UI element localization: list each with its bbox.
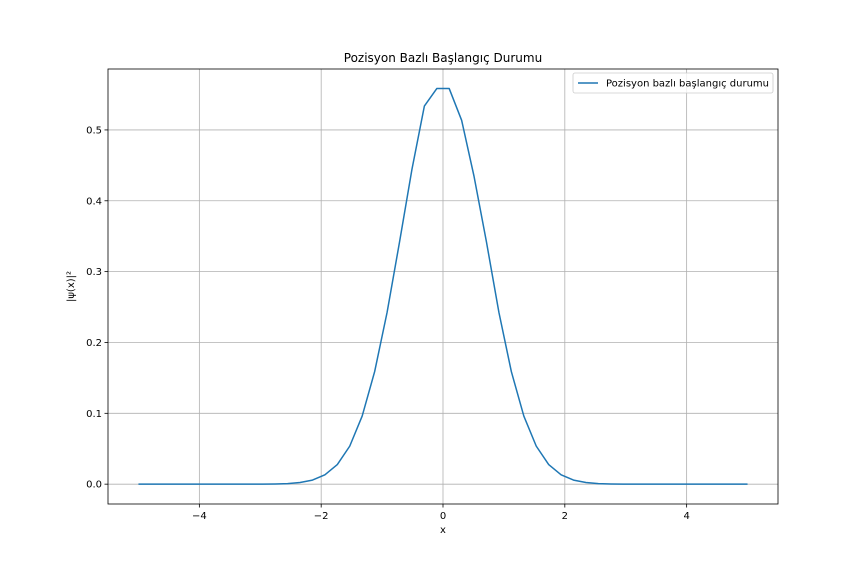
chart-title: Pozisyon Bazlı Başlangıç Durumu	[344, 51, 542, 65]
y-tick-label: 0.2	[86, 338, 102, 349]
x-tick-label: 4	[683, 511, 689, 522]
y-tick-label: 0.1	[86, 409, 102, 420]
x-tick-label: 2	[562, 511, 568, 522]
y-tick-label: 0.0	[86, 480, 102, 491]
y-tick-label: 0.4	[86, 196, 102, 207]
legend-box	[572, 72, 774, 94]
x-tick-label: −2	[314, 511, 329, 522]
ticks: −4 −2 0 2 4 0.0 0.1 0.2 0.3 0.4 0.5	[86, 125, 690, 522]
series-layer	[138, 87, 748, 485]
x-tick-label: −4	[192, 511, 207, 522]
series-line	[138, 87, 748, 485]
legend-label: Pozisyon bazlı başlangıç durumu	[606, 79, 769, 90]
y-axis-label: |ψ(x)|²	[66, 271, 77, 302]
x-axis-label: x	[440, 525, 446, 536]
legend: Pozisyon bazlı başlangıç durumu	[572, 72, 774, 94]
y-tick-label: 0.5	[86, 125, 102, 136]
grid	[108, 69, 778, 504]
x-tick-label: 0	[440, 511, 446, 522]
y-tick-label: 0.3	[86, 267, 102, 278]
